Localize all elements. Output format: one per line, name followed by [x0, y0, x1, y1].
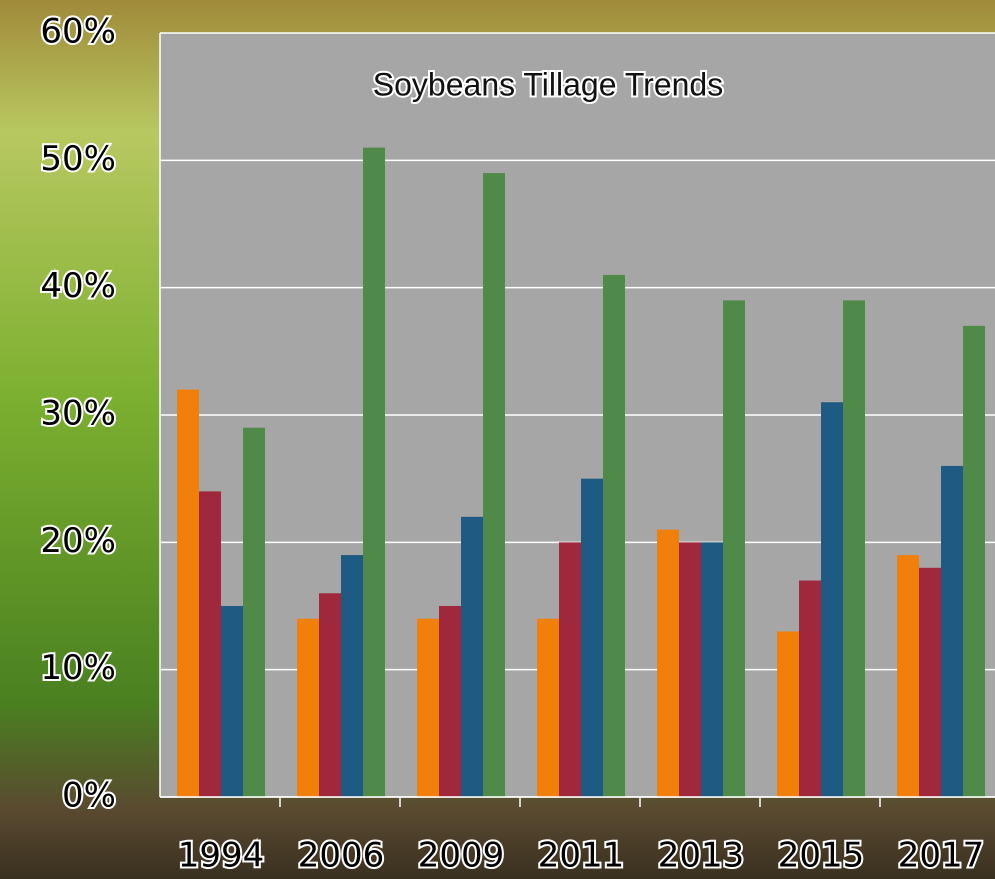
bar — [603, 274, 625, 797]
bar — [941, 465, 963, 797]
y-tick-label: 40% — [40, 266, 116, 306]
bar — [559, 542, 581, 797]
y-tick-label: 30% — [40, 394, 116, 434]
bar — [319, 593, 341, 797]
bar — [461, 516, 483, 797]
x-tick-label: 2015 — [778, 836, 865, 876]
bar — [919, 567, 941, 797]
bar — [341, 555, 363, 797]
bar — [177, 389, 199, 797]
bar — [537, 618, 559, 797]
bar — [297, 618, 319, 797]
x-tick-label: 2013 — [658, 836, 745, 876]
bar — [581, 478, 603, 797]
x-tick-label: 2017 — [898, 836, 985, 876]
bar — [897, 555, 919, 797]
bar — [657, 529, 679, 797]
x-tick-label: 2006 — [298, 836, 385, 876]
bar — [363, 147, 385, 798]
bar — [799, 580, 821, 797]
bar — [199, 491, 221, 797]
bar — [417, 618, 439, 797]
y-tick-label: 50% — [40, 139, 116, 179]
bar — [777, 631, 799, 797]
x-tick-label: 2009 — [418, 836, 505, 876]
bar — [483, 173, 505, 798]
bar — [439, 606, 461, 797]
bar — [243, 427, 265, 797]
y-tick-label: 60% — [40, 12, 116, 52]
bar — [723, 300, 745, 797]
bar — [843, 300, 865, 797]
x-tick-label: 1994 — [178, 836, 265, 876]
y-tick-label: 20% — [40, 521, 116, 561]
y-tick-label: 10% — [40, 648, 116, 688]
x-tick-label: 2011 — [538, 836, 625, 876]
bar — [679, 542, 701, 797]
y-tick-label: 0% — [62, 776, 116, 816]
bar — [821, 402, 843, 797]
bar — [221, 606, 243, 797]
bar — [963, 325, 985, 797]
bar — [701, 542, 723, 797]
chart-title: Soybeans Tillage Trends — [373, 66, 723, 102]
